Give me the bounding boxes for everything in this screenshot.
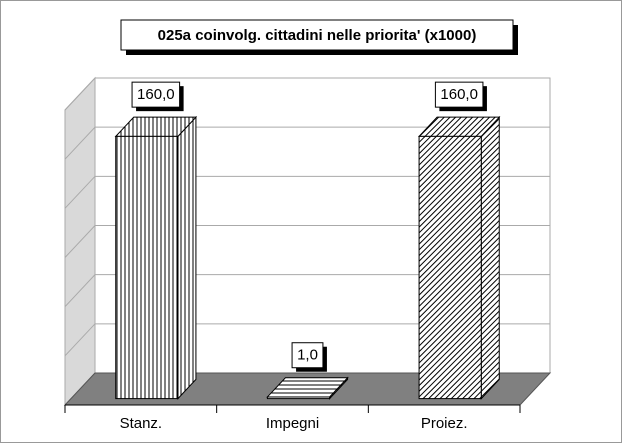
grid-line: [64, 274, 550, 308]
x-tick-label: Proiez.: [421, 415, 468, 432]
grid-line: [64, 175, 550, 209]
value-label-box: [291, 342, 324, 369]
bar: [266, 396, 331, 400]
grid-line: [64, 77, 550, 111]
value-label: 160,0: [440, 86, 478, 103]
grid-line: [64, 323, 550, 357]
chart-title: 025a coinvolg. cittadini nelle priorita'…: [158, 27, 477, 44]
title-frame: [120, 19, 514, 51]
bar: [115, 135, 179, 400]
bar: [418, 135, 482, 400]
bar-side: [177, 115, 197, 400]
bar-side: [480, 115, 500, 400]
x-tick-label: Impegni: [266, 415, 319, 432]
value-label: 160,0: [137, 86, 175, 103]
title-box: 025a coinvolg. cittadini nelle priorita'…: [120, 19, 518, 55]
grid-line: [64, 126, 550, 160]
value-label: 1,0: [297, 347, 318, 364]
grid-line: [64, 225, 550, 258]
value-label-box: [131, 81, 181, 108]
value-label-box: [434, 81, 484, 108]
x-tick-label: Stanz.: [120, 415, 163, 432]
